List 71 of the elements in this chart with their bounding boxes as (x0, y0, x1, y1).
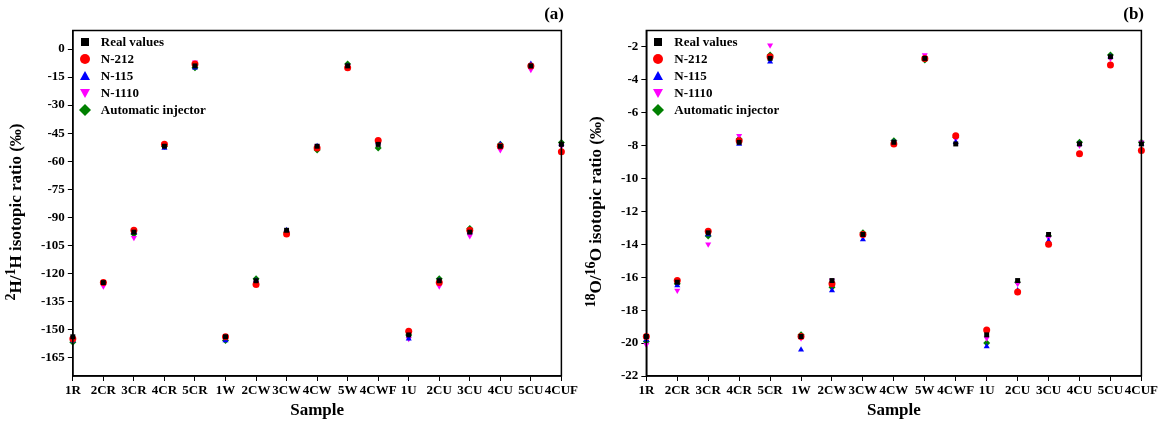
x-tick-label: 1U (978, 382, 996, 398)
x-axis-title: Sample (866, 400, 922, 420)
y-tick-label: 0 (58, 40, 65, 56)
x-tick-label: 2CU (426, 382, 453, 398)
x-tick-label: 1R (64, 382, 82, 398)
legend-label: N-212 (100, 50, 135, 68)
x-tick-label: 3CW (272, 382, 302, 398)
y-tick-label: -105 (40, 236, 66, 252)
x-tick-label: 5CU (518, 382, 545, 398)
x-tick-label: 3CR (695, 382, 722, 398)
x-tick-label: 2CR (90, 382, 117, 398)
x-tick-label: 1R (638, 382, 655, 398)
y-tick-label: -30 (47, 96, 65, 112)
legend-label: N-115 (674, 67, 707, 85)
y-tick-label: -18 (620, 301, 639, 317)
y-tick-label: -14 (620, 235, 639, 251)
y-tick-label: -120 (40, 264, 65, 280)
x-tick-label: 3CR (121, 382, 148, 398)
x-tick-label: 4CW (879, 382, 909, 398)
y-tick-label: -16 (620, 268, 639, 284)
y-tick-label: -165 (40, 348, 66, 364)
x-tick-label: 4CWF (937, 382, 975, 398)
x-tick-label: 5W (337, 382, 358, 398)
legend-label: Automatic injector (674, 101, 780, 119)
y-tick-label: -22 (620, 367, 639, 383)
x-tick-label: 5CR (182, 382, 209, 398)
x-tick-label: 2CU (1004, 382, 1031, 398)
chart-title: (b) (1123, 3, 1144, 23)
y-tick-label: -45 (47, 124, 66, 140)
y-tick-label: -75 (47, 180, 66, 196)
legend-label: N-115 (100, 67, 134, 85)
x-tick-label: 5CU (1097, 382, 1124, 398)
x-tick-label: 1W (791, 382, 811, 398)
legend-label: N-212 (674, 50, 708, 68)
y-tick-label: -4 (627, 71, 639, 87)
x-tick-label: 4CR (726, 382, 753, 398)
y-tick-label: -90 (47, 208, 65, 224)
y-tick-label: -15 (47, 68, 66, 84)
y-tick-label: -135 (40, 292, 66, 308)
chart-title: (a) (544, 3, 564, 23)
y-tick-label: -2 (627, 38, 639, 54)
x-tick-label: 3CU (1035, 382, 1062, 398)
x-tick-label: 4CUF (544, 382, 579, 398)
legend-label: Automatic injector (100, 101, 206, 119)
x-tick-label: 4CR (151, 382, 178, 398)
legend-label: N-1110 (674, 84, 713, 102)
x-axis-title: Sample (290, 400, 345, 420)
x-tick-label: 1W (215, 382, 236, 398)
y-tick-label: -12 (620, 202, 639, 218)
legend-label: Real values (100, 33, 165, 51)
y-tick-label: -20 (620, 334, 639, 350)
y-tick-label: -60 (47, 152, 65, 168)
y-tick-label: -6 (627, 104, 639, 120)
x-tick-label: 5W (915, 382, 935, 398)
x-tick-label: 4CU (1066, 382, 1093, 398)
y-tick-label: -150 (40, 320, 65, 336)
x-tick-label: 4CW (302, 382, 332, 398)
x-tick-label: 1U (400, 382, 418, 398)
x-tick-label: 4CUF (1124, 382, 1159, 398)
x-tick-label: 2CW (817, 382, 847, 398)
x-tick-label: 4CWF (359, 382, 397, 398)
x-tick-label: 3CW (848, 382, 878, 398)
x-tick-label: 2CR (664, 382, 691, 398)
y-tick-label: -10 (620, 169, 639, 185)
x-tick-label: 3CU (457, 382, 484, 398)
y-tick-label: -8 (627, 136, 639, 152)
legend-label: N-1110 (100, 84, 140, 102)
x-tick-label: 5CR (757, 382, 784, 398)
x-tick-label: 4CU (487, 382, 514, 398)
legend-label: Real values (674, 33, 738, 51)
x-tick-label: 2CW (241, 382, 271, 398)
